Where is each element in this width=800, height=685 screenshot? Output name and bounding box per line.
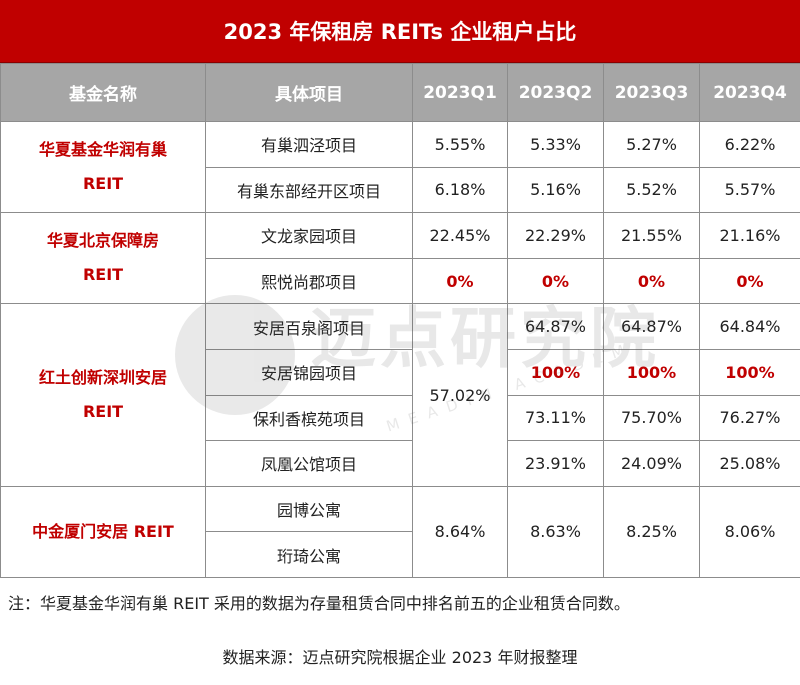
value-cell-highlight: 100% <box>603 348 700 396</box>
value-cell: 21.55% <box>603 212 700 259</box>
header-fund: 基金名称 <box>0 63 206 122</box>
fund-name: 华夏基金华润有巢 REIT <box>0 120 206 214</box>
value-cell-highlight: 0% <box>412 257 508 305</box>
table-row: 华夏基金华润有巢 REIT 有巢泗泾项目 5.55% 5.33% 5.27% 6… <box>0 120 800 214</box>
value-cell: 5.16% <box>507 166 604 214</box>
value-cell: 5.52% <box>603 166 700 214</box>
value-cell-merged: 8.63% <box>507 485 604 578</box>
project-name: 珩琦公寓 <box>205 531 413 578</box>
value-cell: 25.08% <box>699 440 800 487</box>
value-cell: 75.70% <box>603 394 700 442</box>
header-row: 基金名称 具体项目 2023Q1 2023Q2 2023Q3 2023Q4 <box>0 63 800 122</box>
value-cell: 64.87% <box>507 303 604 350</box>
project-name: 园博公寓 <box>205 485 413 533</box>
project-name: 安居百泉阁项目 <box>205 303 413 350</box>
fund-name: 红土创新深圳安居 REIT <box>0 303 206 487</box>
project-name: 保利香槟苑项目 <box>205 394 413 442</box>
value-cell: 22.45% <box>412 212 508 259</box>
table-row: 安居锦园项目 100% 100% 100% <box>1 348 800 396</box>
value-cell: 5.57% <box>699 166 800 214</box>
header-q3: 2023Q3 <box>603 63 700 122</box>
value-cell-highlight: 0% <box>507 257 604 305</box>
value-cell: 6.18% <box>412 166 508 214</box>
header-q4: 2023Q4 <box>699 63 800 122</box>
value-cell-highlight: 0% <box>699 257 800 305</box>
value-cell: 5.33% <box>507 121 604 168</box>
value-cell: 64.87% <box>603 303 700 350</box>
value-cell-highlight: 0% <box>603 257 700 305</box>
data-source: 数据来源：迈点研究院根据企业 2023 年财报整理 <box>222 648 578 667</box>
value-cell: 21.16% <box>699 212 800 259</box>
value-cell: 73.11% <box>507 394 604 442</box>
footnote: 注：华夏基金华润有巢 REIT 采用的数据为存量租赁合同中排名前五的企业租赁合同… <box>8 594 630 613</box>
header-project: 具体项目 <box>205 63 413 122</box>
project-name: 安居锦园项目 <box>205 348 413 396</box>
project-name: 凤凰公馆项目 <box>205 440 413 487</box>
table-row: 熙悦尚郡项目 0% 0% 0% 0% <box>1 257 800 305</box>
value-cell: 23.91% <box>507 440 604 487</box>
value-cell: 76.27% <box>699 394 800 442</box>
table-row: 中金厦门安居 REIT 园博公寓 8.64% 8.63% 8.25% 8.06% <box>0 485 800 578</box>
fund-name: 中金厦门安居 REIT <box>0 485 206 578</box>
value-cell: 5.55% <box>412 121 508 168</box>
value-cell: 64.84% <box>699 303 800 350</box>
value-cell-highlight: 100% <box>699 348 800 396</box>
value-cell-merged: 8.64% <box>412 485 508 578</box>
project-name: 熙悦尚郡项目 <box>205 257 413 305</box>
fund-name: 华夏北京保障房 REIT <box>0 212 206 305</box>
project-name: 有巢泗泾项目 <box>205 121 413 168</box>
table-title: 2023 年保租房 REITs 企业租户占比 <box>0 0 800 63</box>
value-cell: 6.22% <box>699 121 800 168</box>
value-cell-highlight: 100% <box>507 348 604 396</box>
value-cell: 22.29% <box>507 212 604 259</box>
table-row: 凤凰公馆项目 23.91% 24.09% 25.08% <box>1 440 800 487</box>
value-cell-merged: 57.02% <box>412 303 508 487</box>
reit-tenant-table: 基金名称 具体项目 2023Q1 2023Q2 2023Q3 2023Q4 华夏… <box>0 63 800 578</box>
header-q2: 2023Q2 <box>507 63 604 122</box>
table-row: 有巢东部经开区项目 6.18% 5.16% 5.52% 5.57% <box>1 166 800 214</box>
value-cell: 5.27% <box>603 121 700 168</box>
table-row: 红土创新深圳安居 REIT 安居百泉阁项目 57.02% 64.87% 64.8… <box>0 303 800 487</box>
value-cell-merged: 8.06% <box>699 485 800 578</box>
table-row: 华夏北京保障房 REIT 文龙家园项目 22.45% 22.29% 21.55%… <box>0 212 800 305</box>
project-name: 文龙家园项目 <box>205 212 413 259</box>
table-row: 保利香槟苑项目 73.11% 75.70% 76.27% <box>1 394 800 442</box>
value-cell: 24.09% <box>603 440 700 487</box>
value-cell-merged: 8.25% <box>603 485 700 578</box>
project-name: 有巢东部经开区项目 <box>205 166 413 214</box>
table-row: 珩琦公寓 <box>1 531 800 578</box>
header-q1: 2023Q1 <box>412 63 508 122</box>
